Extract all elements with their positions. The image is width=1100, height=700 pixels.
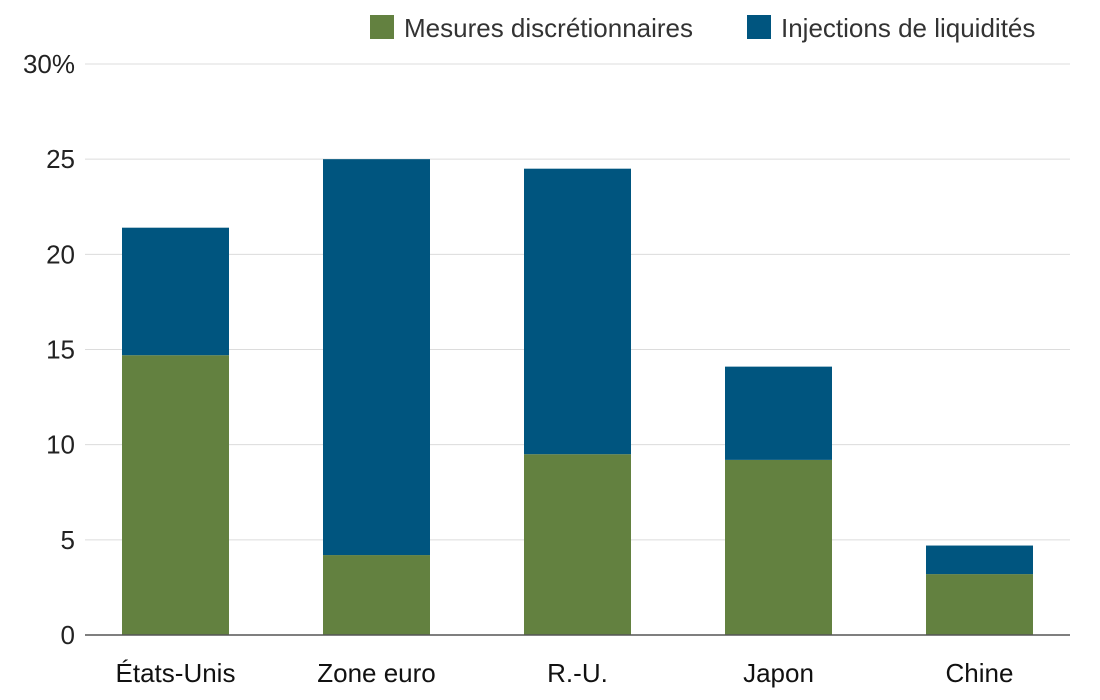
bar-mesures-discretionnaires — [524, 454, 631, 635]
y-tick-label: 15 — [46, 335, 75, 365]
x-category-label: R.-U. — [547, 658, 608, 688]
bar-injections-de-liquidites — [122, 227, 229, 356]
legend: Mesures discrétionnaires Injections de li… — [370, 13, 1035, 43]
bar-mesures-discretionnaires — [926, 574, 1033, 635]
legend-swatch — [370, 15, 394, 39]
bar-injections-de-liquidites — [323, 159, 430, 556]
bar-mesures-discretionnaires — [725, 459, 832, 635]
bar-mesures-discretionnaires — [323, 555, 430, 635]
legend-swatch — [747, 15, 771, 39]
x-category-label: États-Unis — [116, 658, 236, 688]
axes: 0 5 10 15 20 25 30% États-Unis Zone euro R.-U. Jap… — [23, 49, 1070, 688]
bar-injections-de-liquidites — [926, 545, 1033, 575]
x-category-label: Zone euro — [317, 658, 436, 688]
y-tick-label: 0 — [61, 620, 75, 650]
bars — [122, 159, 1033, 635]
x-category-label: Chine — [946, 658, 1014, 688]
y-tick-label: 10 — [46, 430, 75, 460]
y-tick-label: 25 — [46, 144, 75, 174]
bar-injections-de-liquidites — [725, 366, 832, 460]
bar-mesures-discretionnaires — [122, 355, 229, 635]
bar-injections-de-liquidites — [524, 168, 631, 455]
legend-label: Injections de liquidités — [781, 13, 1035, 43]
y-tick-label: 20 — [46, 239, 75, 269]
x-category-label: Japon — [743, 658, 814, 688]
y-tick-label: 5 — [61, 525, 75, 555]
legend-label: Mesures discrétionnaires — [404, 13, 693, 43]
y-tick-label: 30% — [23, 49, 75, 79]
